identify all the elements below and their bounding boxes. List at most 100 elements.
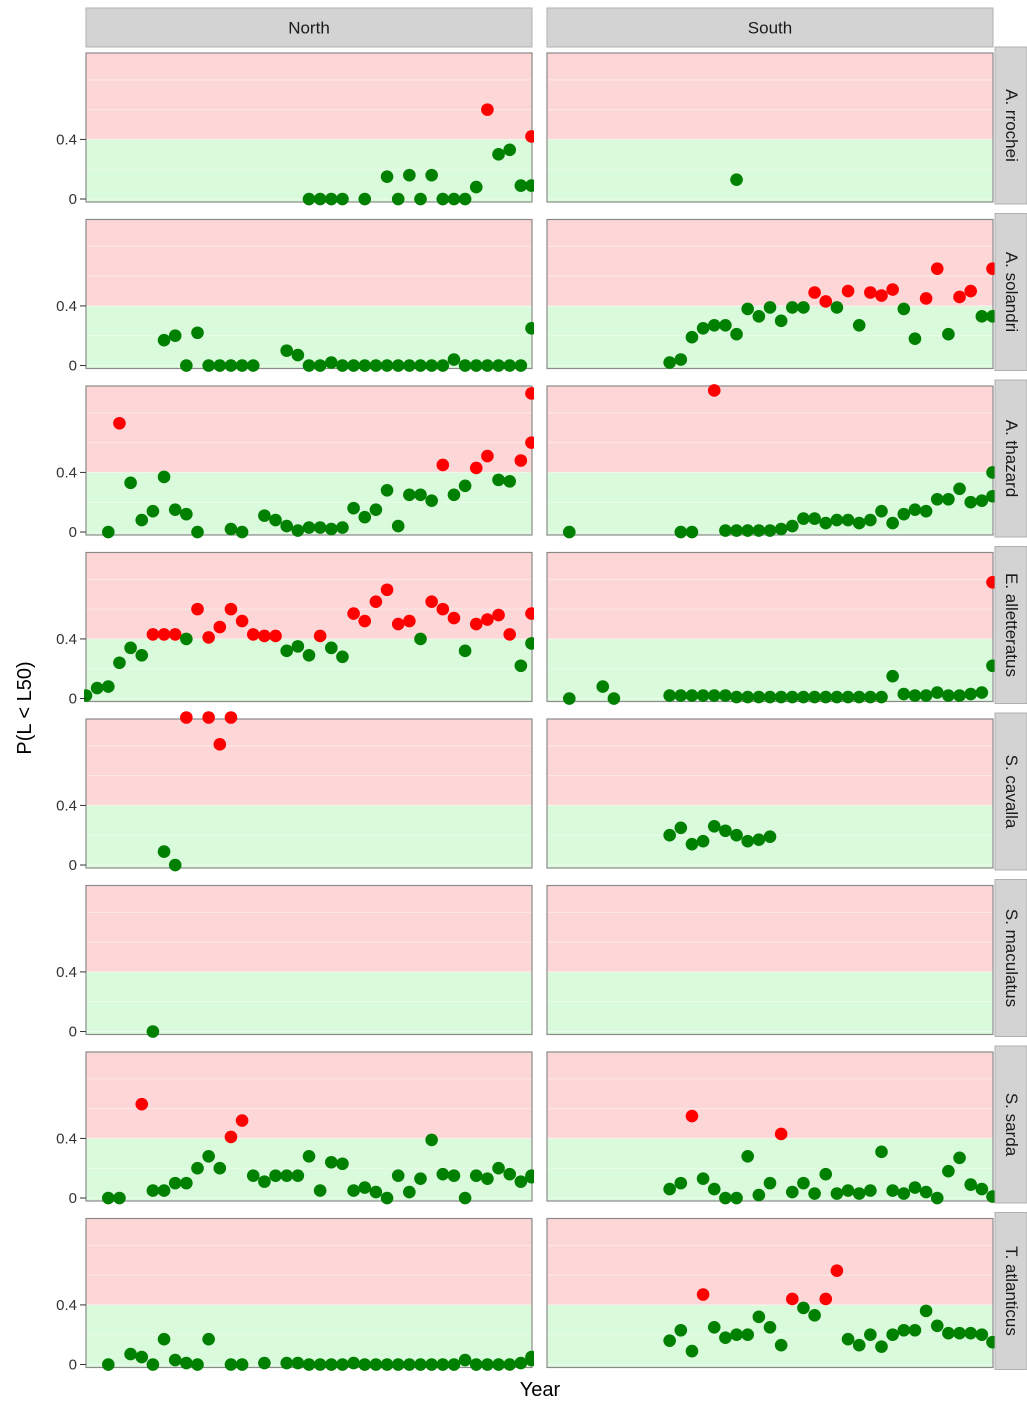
data-point-below-threshold xyxy=(864,513,877,527)
data-point-below-threshold xyxy=(458,644,472,658)
data-point-above-threshold xyxy=(503,628,516,641)
data-point-below-threshold xyxy=(425,359,438,372)
data-point-below-threshold xyxy=(964,1178,977,1191)
panel-a-solandri-south xyxy=(546,218,995,370)
data-point-below-threshold xyxy=(908,332,922,346)
panel-a-thazard-north xyxy=(85,385,534,539)
data-point-below-threshold xyxy=(852,516,866,530)
panels-layer xyxy=(84,52,995,1371)
data-point-below-threshold xyxy=(707,689,721,702)
data-point-above-threshold xyxy=(830,1264,844,1277)
data-point-below-threshold xyxy=(146,1358,160,1371)
below-threshold-band xyxy=(547,1304,993,1368)
data-point-below-threshold xyxy=(168,1353,182,1367)
data-point-above-threshold xyxy=(347,607,360,620)
panel-e-alletteratus-south xyxy=(546,551,995,705)
below-threshold-band xyxy=(547,305,993,369)
data-point-below-threshold xyxy=(325,192,338,206)
data-point-above-threshold xyxy=(886,283,899,296)
data-point-above-threshold xyxy=(447,611,461,625)
data-point-below-threshold xyxy=(741,834,754,848)
data-point-below-threshold xyxy=(752,690,766,704)
panel-points xyxy=(102,387,534,539)
data-point-below-threshold xyxy=(942,327,955,341)
data-point-above-threshold xyxy=(953,290,966,304)
data-point-below-threshold xyxy=(919,504,933,518)
panel-border xyxy=(546,1217,994,1369)
data-point-above-threshold xyxy=(685,1109,699,1123)
data-point-below-threshold xyxy=(953,689,966,702)
data-point-below-threshold xyxy=(135,649,149,662)
data-point-above-threshold xyxy=(919,292,933,305)
y-tick-label: 0.4 xyxy=(56,964,77,981)
data-point-below-threshold xyxy=(730,1328,743,1342)
data-point-below-threshold xyxy=(919,689,933,702)
data-point-below-threshold xyxy=(786,301,799,314)
data-point-below-threshold xyxy=(414,632,427,646)
y-tick-label: 0 xyxy=(69,358,77,375)
data-point-below-threshold xyxy=(414,359,427,372)
data-point-below-threshold xyxy=(808,512,821,525)
data-point-above-threshold xyxy=(481,449,494,463)
data-point-below-threshold xyxy=(886,516,899,530)
above-threshold-band xyxy=(86,1218,532,1305)
data-point-above-threshold xyxy=(168,628,182,641)
data-point-below-threshold xyxy=(458,479,472,493)
data-point-above-threshold xyxy=(235,1114,249,1127)
data-point-below-threshold xyxy=(447,1169,461,1182)
data-point-below-threshold xyxy=(336,1358,349,1371)
data-point-below-threshold xyxy=(313,521,327,534)
data-point-below-threshold xyxy=(841,690,855,704)
below-threshold-band xyxy=(86,971,532,1035)
data-point-below-threshold xyxy=(492,1358,505,1371)
data-point-above-threshold xyxy=(469,617,483,631)
data-point-below-threshold xyxy=(168,503,182,516)
data-point-below-threshold xyxy=(336,192,349,206)
data-point-below-threshold xyxy=(291,1356,305,1370)
data-point-below-threshold xyxy=(336,521,349,534)
panel-border xyxy=(546,718,994,869)
data-point-below-threshold xyxy=(674,1323,688,1337)
data-point-below-threshold xyxy=(719,1191,732,1205)
data-point-below-threshold xyxy=(358,1358,372,1371)
panel-points xyxy=(102,1097,534,1205)
data-point-below-threshold xyxy=(875,1340,888,1353)
data-point-below-threshold xyxy=(752,524,766,537)
data-point-below-threshold xyxy=(719,524,732,537)
data-point-below-threshold xyxy=(258,1356,271,1370)
data-point-above-threshold xyxy=(235,614,249,628)
data-point-below-threshold xyxy=(763,301,777,314)
data-point-below-threshold xyxy=(436,192,450,206)
data-point-below-threshold xyxy=(741,1328,754,1342)
data-point-above-threshold xyxy=(864,286,877,299)
data-point-above-threshold xyxy=(313,629,327,643)
data-point-below-threshold xyxy=(146,1184,160,1197)
data-point-below-threshold xyxy=(830,1187,844,1200)
data-point-below-threshold xyxy=(886,1184,899,1197)
data-point-below-threshold xyxy=(481,1358,494,1371)
data-point-below-threshold xyxy=(425,494,438,508)
data-point-below-threshold xyxy=(403,488,416,502)
data-point-above-threshold xyxy=(246,628,260,641)
data-point-below-threshold xyxy=(436,1167,450,1181)
panel-a-rrochei-south xyxy=(546,52,994,203)
above-threshold-band xyxy=(86,885,532,972)
data-point-below-threshold xyxy=(797,1301,810,1315)
data-point-below-threshold xyxy=(503,143,516,157)
row-strip-label: S. maculatus xyxy=(1002,909,1021,1007)
data-point-above-threshold xyxy=(525,436,534,449)
data-point-below-threshold xyxy=(875,690,888,704)
panel-border xyxy=(546,884,994,1036)
data-point-below-threshold xyxy=(730,524,743,537)
data-point-below-threshold xyxy=(674,821,688,835)
data-point-below-threshold xyxy=(414,488,427,502)
y-tick-label: 0.4 xyxy=(56,797,77,814)
y-tick-label: 0 xyxy=(69,691,77,708)
panel-points xyxy=(84,583,534,702)
data-point-below-threshold xyxy=(313,1184,327,1197)
data-point-below-threshold xyxy=(135,1350,149,1364)
data-point-below-threshold xyxy=(302,192,316,206)
data-point-below-threshold xyxy=(325,1358,338,1371)
panel-s-cavalla-south xyxy=(546,718,994,869)
panel-points xyxy=(146,1025,160,1038)
